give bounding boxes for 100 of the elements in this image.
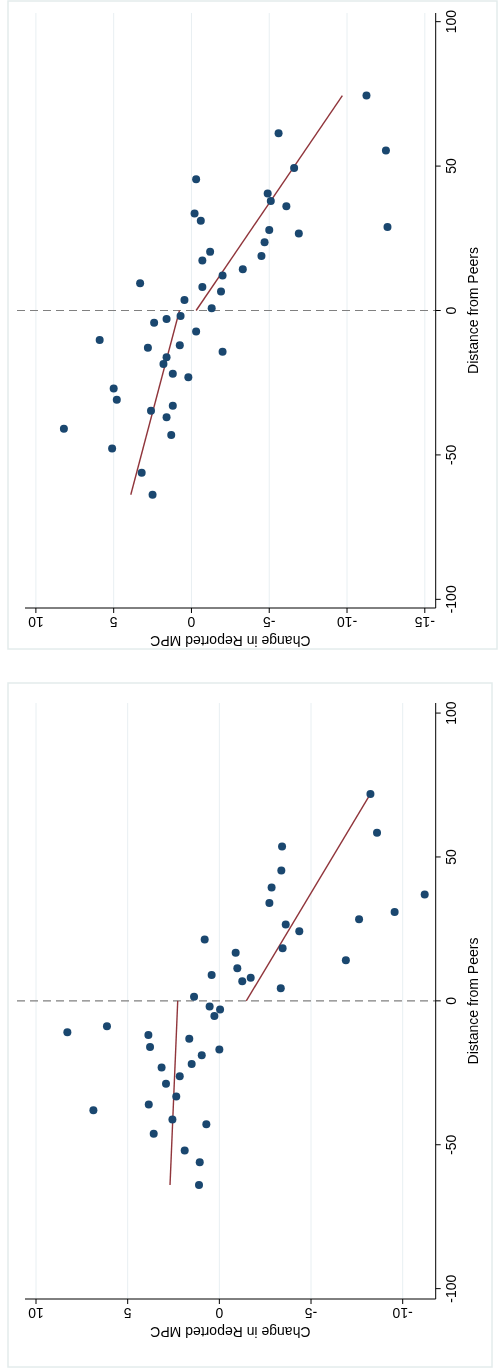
point (215, 1045, 224, 1054)
point (150, 318, 159, 327)
point (109, 384, 118, 393)
point (207, 970, 216, 979)
point (231, 948, 240, 957)
x-tick-label: -5 (304, 1305, 318, 1321)
point (373, 828, 382, 837)
point (137, 468, 146, 477)
point (190, 209, 199, 218)
point (263, 189, 272, 198)
point (366, 789, 375, 798)
point (180, 1146, 189, 1155)
point (200, 935, 209, 944)
point (355, 915, 364, 924)
point (265, 899, 274, 908)
x-tick-label: -10 (392, 1305, 413, 1321)
point (341, 956, 350, 965)
point (207, 304, 216, 313)
point (257, 251, 266, 260)
point (294, 229, 303, 238)
point (143, 343, 152, 352)
x-tick-label: -15 (414, 614, 435, 630)
point (146, 1042, 155, 1051)
point (148, 490, 157, 499)
point (187, 1059, 196, 1068)
point (277, 866, 286, 875)
point (159, 359, 168, 368)
point (420, 890, 429, 899)
point (172, 1092, 181, 1101)
point (192, 327, 201, 336)
point (210, 1012, 219, 1021)
point (168, 401, 177, 410)
x-tick-label: 0 (215, 1305, 224, 1321)
point (59, 424, 68, 433)
point (95, 335, 104, 344)
x-tick-label: 10 (28, 1305, 44, 1321)
point (383, 223, 392, 232)
point (144, 1100, 153, 1109)
point (180, 296, 189, 305)
point (190, 992, 199, 1001)
point (202, 1120, 211, 1129)
point (175, 341, 184, 350)
y-tick-label: 0 (442, 996, 459, 1005)
point (282, 202, 291, 211)
y-tick-label: 50 (442, 158, 459, 174)
point (162, 314, 171, 323)
point (265, 225, 274, 234)
point (149, 1129, 158, 1138)
point (238, 977, 247, 986)
point (162, 413, 171, 422)
point (195, 1158, 204, 1167)
x-tick-label: -5 (262, 614, 276, 630)
y-tick-label: -100 (442, 585, 459, 614)
point (168, 1115, 177, 1124)
point (238, 265, 247, 274)
y-tick-label: 0 (442, 306, 459, 315)
point (274, 129, 283, 138)
y-axis-title: Distance from Peers (464, 247, 481, 374)
point (157, 1063, 166, 1072)
point (218, 347, 227, 356)
x-axis-title: Change in Reported MPC (150, 633, 311, 649)
point (246, 973, 255, 982)
point (362, 91, 371, 100)
point (112, 395, 121, 404)
point (390, 907, 399, 916)
point (184, 373, 193, 382)
point (176, 311, 185, 320)
point (295, 927, 304, 936)
x-tick-label: -10 (336, 614, 358, 630)
point (278, 842, 287, 851)
point (89, 1106, 98, 1115)
point (198, 283, 207, 292)
point (196, 216, 205, 225)
point (266, 197, 275, 206)
point (233, 964, 242, 973)
point (192, 175, 201, 184)
point (216, 1005, 225, 1014)
point (175, 1072, 184, 1081)
point (144, 1031, 153, 1040)
point (102, 1022, 111, 1031)
point (206, 247, 215, 256)
y-tick-label: 100 (442, 701, 459, 725)
x-tick-label: 10 (27, 614, 44, 630)
point (63, 1028, 72, 1037)
point (218, 271, 227, 280)
point (167, 430, 176, 439)
point (162, 1079, 170, 1088)
point (136, 279, 145, 288)
x-tick-label: 5 (109, 614, 118, 630)
point (205, 1002, 214, 1011)
y-tick-label: 50 (442, 848, 459, 865)
y-axis-title: Distance from Peers (464, 937, 481, 1065)
point (197, 1051, 206, 1060)
x-tick-label: 0 (187, 614, 196, 630)
y-tick-label: -50 (442, 444, 459, 466)
point (168, 369, 177, 378)
y-tick-label: 100 (442, 9, 459, 34)
point (217, 287, 226, 296)
y-tick-label: -50 (442, 1134, 459, 1155)
point (260, 238, 269, 247)
